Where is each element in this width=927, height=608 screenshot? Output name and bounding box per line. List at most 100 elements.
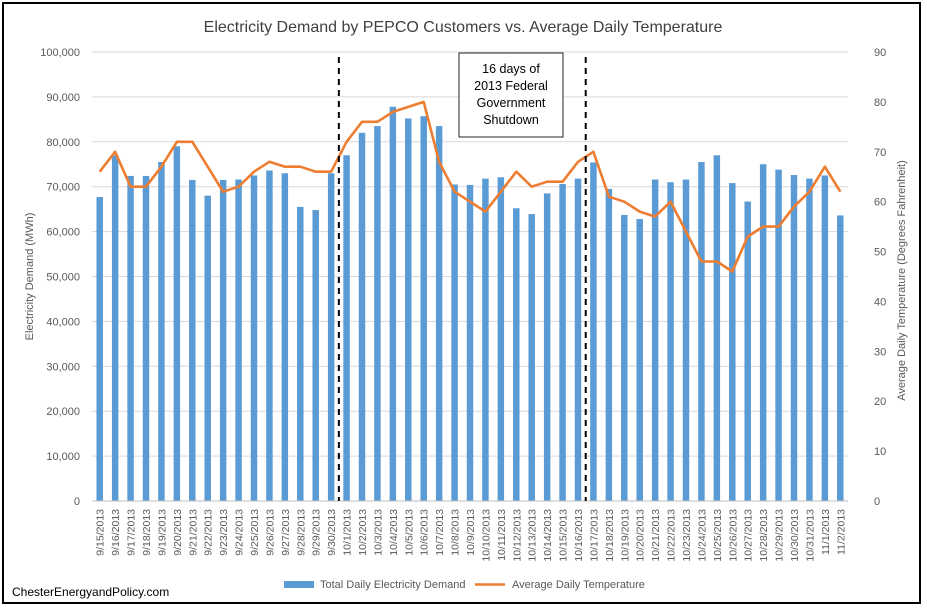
demand-bar [590,162,597,502]
x-tick-label: 10/28/2013 [758,509,770,562]
y-left-tick-label: 40,000 [46,316,80,328]
demand-bar [559,184,566,502]
demand-bar [158,162,165,501]
demand-bar [837,215,844,501]
x-tick-label: 9/17/2013 [126,509,138,556]
x-tick-label: 10/29/2013 [774,509,786,562]
x-tick-label: 9/25/2013 [249,509,261,556]
x-tick-label: 10/19/2013 [619,509,631,562]
x-tick-label: 10/9/2013 [465,509,477,556]
x-tick-label: 10/7/2013 [434,509,446,556]
x-tick-label: 9/30/2013 [326,509,338,556]
chart-title: Electricity Demand by PEPCO Customers vs… [204,19,723,36]
demand-bar [127,175,134,501]
legend-bar-swatch [284,581,314,588]
y-left-tick-label: 60,000 [46,227,80,239]
x-tick-label: 9/22/2013 [203,509,215,556]
annotation-text-line: 2013 Federal [474,79,548,93]
demand-bar [574,178,582,502]
site-credit: ChesterEnergyandPolicy.com [12,585,170,599]
x-tick-label: 10/1/2013 [342,509,354,556]
x-tick-label: 10/21/2013 [650,509,662,562]
x-tick-label: 9/24/2013 [234,509,246,556]
demand-bar [420,116,427,501]
demand-bar [806,178,813,502]
demand-bar [327,173,335,502]
y-left-tick-label: 10,000 [46,451,80,463]
x-tick-label: 10/3/2013 [372,509,384,556]
x-tick-label: 9/23/2013 [218,509,230,556]
y-right-tick-label: 0 [874,496,880,508]
x-tick-label: 10/22/2013 [666,509,678,562]
demand-bar [605,188,613,501]
legend-bar-label: Total Daily Electricity Demand [320,579,466,591]
demand-bar [528,214,535,502]
x-tick-label: 10/13/2013 [527,509,539,562]
y-right-tick-label: 20 [874,396,886,408]
demand-bar [744,201,751,501]
demand-bar [173,146,181,502]
demand-bar [389,106,397,501]
demand-bar [636,219,643,501]
x-tick-label: 10/27/2013 [743,509,755,562]
demand-bar [405,118,412,502]
x-tick-label: 10/11/2013 [496,509,508,561]
x-tick-label: 11/2/2013 [835,509,847,555]
x-tick-label: 10/4/2013 [388,509,400,556]
demand-bar [96,197,103,502]
x-tick-label: 10/15/2013 [558,509,570,562]
x-tick-label: 10/12/2013 [511,509,523,562]
demand-bar [358,132,366,501]
x-tick-label: 10/17/2013 [588,509,600,562]
annotation-box [458,52,564,138]
demand-bar [142,175,150,501]
demand-bar [482,178,489,502]
demand-bar [204,195,211,501]
y-left-tick-label: 80,000 [46,137,80,149]
demand-bar [451,184,458,501]
demand-bar [759,164,767,501]
x-tick-label: 11/1/2013 [820,509,832,555]
x-tick-label: 10/10/2013 [480,509,492,562]
x-tick-label: 10/24/2013 [696,509,708,562]
demand-bar [235,179,242,502]
demand-bar [667,182,674,501]
demand-bar [435,126,443,502]
x-tick-label: 9/21/2013 [187,509,199,556]
y-right-tick-label: 90 [874,47,886,59]
demand-bar [466,184,474,502]
x-tick-label: 9/19/2013 [156,509,168,556]
demand-bar [374,126,381,502]
demand-bar [513,208,520,501]
y-left-tick-label: 20,000 [46,406,80,418]
x-tick-label: 10/18/2013 [604,509,616,562]
x-tick-label: 10/8/2013 [450,509,462,556]
demand-bar [821,175,829,501]
demand-bar [775,169,782,501]
y-right-tick-label: 30 [874,346,886,358]
x-tick-label: 10/26/2013 [727,509,739,562]
x-tick-label: 9/18/2013 [141,509,153,556]
demand-bar [297,206,304,501]
demand-bar [189,179,196,501]
legend-line-label: Average Daily Temperature [512,579,645,591]
demand-bar [621,214,628,501]
y-right-tick-label: 40 [874,296,886,308]
demand-bar [250,175,258,501]
demand-bar [111,155,119,501]
demand-bar [266,170,273,501]
x-tick-label: 10/16/2013 [573,509,585,562]
y-right-tick-label: 10 [874,446,886,458]
x-tick-label: 9/26/2013 [264,509,276,556]
annotation-text-line: Government [477,96,546,110]
y-left-tick-label: 70,000 [46,182,80,194]
annotation-text-line: 16 days of [482,62,540,76]
demand-bar [543,193,551,501]
temperature-line [98,100,842,273]
x-tick-label: 9/16/2013 [110,509,122,556]
demand-bar [219,179,227,501]
y-right-tick-label: 80 [874,97,886,109]
x-tick-label: 10/23/2013 [681,509,693,562]
y-right-tick-label: 70 [874,147,886,159]
